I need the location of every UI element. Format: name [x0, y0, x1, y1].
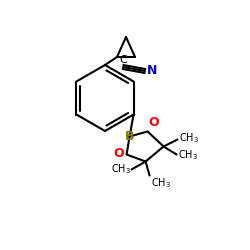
Text: O: O — [113, 147, 124, 160]
Text: CH$_3$: CH$_3$ — [178, 148, 198, 162]
Text: B: B — [125, 130, 134, 143]
Text: O: O — [148, 116, 159, 128]
Text: C: C — [119, 55, 127, 65]
Text: CH$_3$: CH$_3$ — [178, 132, 199, 145]
Text: CH$_3$: CH$_3$ — [110, 162, 130, 176]
Text: N: N — [147, 64, 158, 76]
Text: CH$_3$: CH$_3$ — [150, 176, 171, 190]
